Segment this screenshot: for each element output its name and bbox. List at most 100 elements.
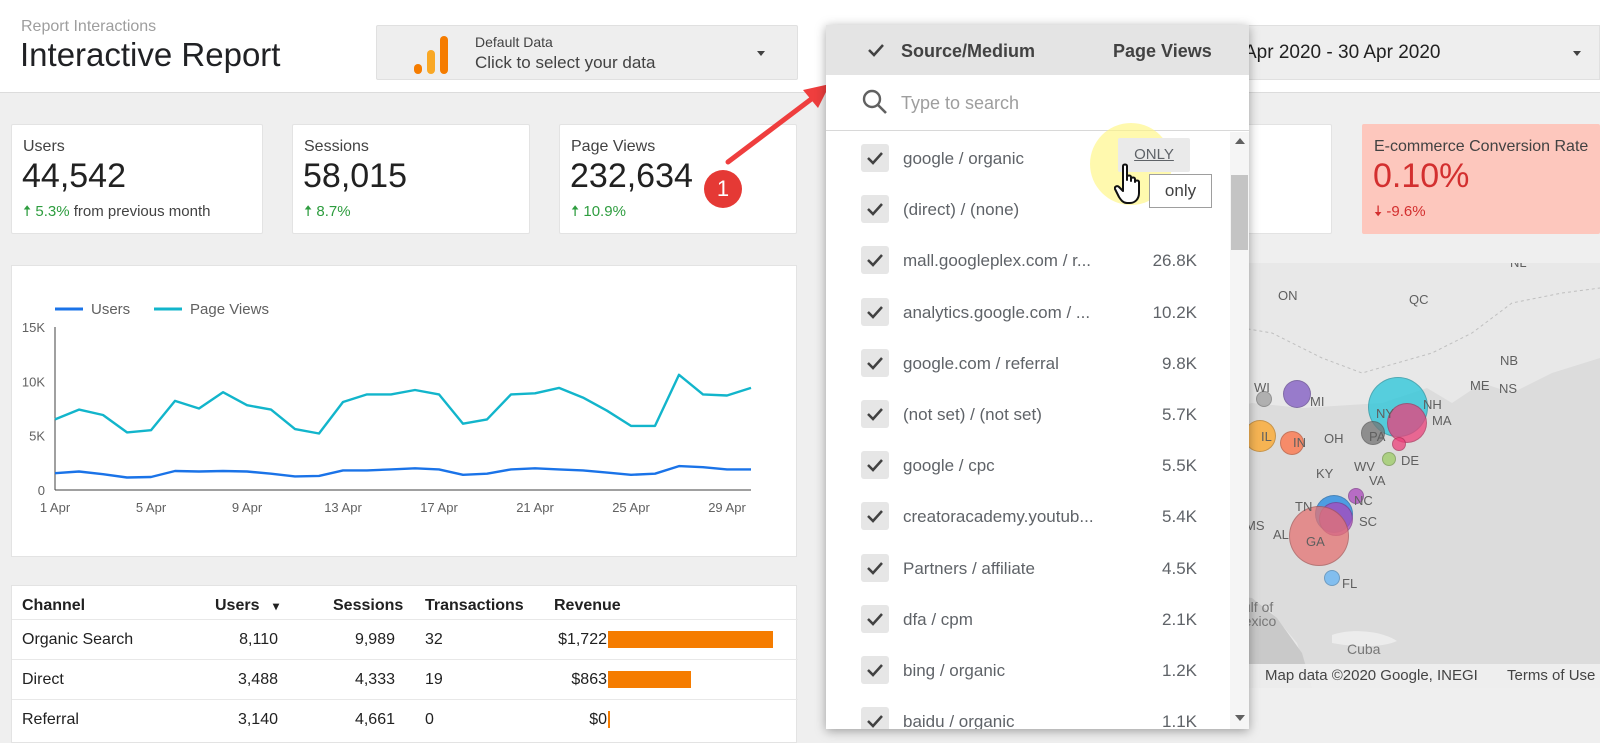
item-value: 9.8K <box>1162 353 1197 373</box>
item-value: 5.5K <box>1162 456 1197 476</box>
map-bubble[interactable] <box>1382 452 1396 466</box>
map-bubble[interactable] <box>1348 488 1364 504</box>
geo-bubble-map[interactable]: NLONQCNBMENSWIMINYNHMAIAILINOHPAWVVADEMO… <box>1212 263 1600 688</box>
map-region-label: WI <box>1254 380 1270 395</box>
x-tick-label: 17 Apr <box>420 500 458 515</box>
only-button[interactable]: ONLY <box>1118 138 1190 172</box>
terms-link[interactable]: Terms of Use <box>1507 667 1596 684</box>
sort-desc-icon[interactable]: ▾ <box>273 599 280 613</box>
date-range-selector[interactable]: Apr 2020 - 30 Apr 2020 <box>1212 25 1600 80</box>
item-checkbox[interactable] <box>861 604 889 633</box>
scrollbar-track[interactable] <box>1230 132 1249 729</box>
col-header-sessions[interactable]: Sessions <box>333 597 404 614</box>
scorecard-label: Users <box>23 138 65 155</box>
table-row[interactable]: Direct 3,488 4,333 19 $863 <box>12 659 798 699</box>
revenue-bar <box>608 671 691 688</box>
dropdown-search <box>826 75 1249 131</box>
item-label: google / cpc <box>903 456 995 476</box>
dropdown-item[interactable]: google.com / referral 9.8K <box>826 337 1230 389</box>
table-row[interactable]: Organic Search 8,110 9,989 32 $1,722 <box>12 619 798 659</box>
item-checkbox[interactable] <box>861 144 889 172</box>
scorecard-value: 44,542 <box>22 157 126 195</box>
item-checkbox[interactable] <box>861 400 889 428</box>
chevron-down-icon[interactable] <box>757 51 765 56</box>
item-checkbox[interactable] <box>861 553 889 582</box>
arrow-up-icon: 🠅 <box>571 203 584 220</box>
scrollbar-thumb[interactable] <box>1231 175 1248 250</box>
dropdown-item[interactable]: Partners / affiliate 4.5K <box>826 542 1230 594</box>
cell-transactions: 32 <box>425 631 443 648</box>
dropdown-item[interactable]: (direct) / (none) <box>826 183 1230 235</box>
select-all-checkbox[interactable] <box>862 36 890 64</box>
item-checkbox[interactable] <box>861 348 889 377</box>
col-header-users[interactable]: Users <box>215 597 260 614</box>
x-tick-label: 5 Apr <box>136 500 167 515</box>
dropdown-item[interactable]: mall.googleplex.com / r... 26.8K <box>826 234 1230 286</box>
series-line-page-views <box>54 373 752 435</box>
dropdown-list: google / organic (direct) / (none) mall.go… <box>826 132 1230 729</box>
col-header-transactions[interactable]: Transactions <box>425 597 524 614</box>
map-region-label: NL <box>1510 263 1527 270</box>
map-bubble[interactable] <box>1256 391 1272 407</box>
map-bubble[interactable] <box>1392 437 1406 451</box>
dropdown-item[interactable]: google / cpc 5.5K <box>826 439 1230 491</box>
item-value: 26.8K <box>1152 251 1197 271</box>
dropdown-item[interactable]: google / organic <box>826 132 1230 184</box>
check-icon <box>867 203 883 217</box>
chevron-down-icon[interactable] <box>1573 51 1581 56</box>
map-bubble[interactable] <box>1244 420 1276 452</box>
search-icon <box>862 89 887 114</box>
check-icon <box>867 612 883 626</box>
only-tooltip: only <box>1149 174 1212 208</box>
item-checkbox[interactable] <box>861 297 889 326</box>
source-medium-filter-dropdown[interactable]: Source/Medium Page Views google / organi… <box>826 25 1249 729</box>
data-source-hint: Click to select your data <box>475 53 656 72</box>
dropdown-item[interactable]: dfa / cpm 2.1K <box>826 593 1230 645</box>
col-header-channel[interactable]: Channel <box>22 597 86 614</box>
scroll-down-icon[interactable] <box>1235 715 1245 721</box>
check-icon <box>867 356 883 370</box>
map-region-label: NS <box>1499 381 1518 396</box>
item-label: baidu / organic <box>903 712 1015 729</box>
table-row[interactable]: Referral 3,140 4,661 0 $0 <box>12 699 798 739</box>
map-canvas <box>1212 263 1600 688</box>
search-input[interactable] <box>901 89 1201 117</box>
scorecard-value: 232,634 <box>570 157 693 195</box>
y-tick-label: 5K <box>29 429 45 444</box>
dropdown-item[interactable]: baidu / organic 1.1K <box>826 695 1230 729</box>
map-bubble[interactable] <box>1280 431 1304 455</box>
item-checkbox[interactable] <box>861 451 889 480</box>
item-checkbox[interactable] <box>861 502 889 531</box>
map-bubble[interactable] <box>1289 506 1349 566</box>
dropdown-item[interactable]: creatoracademy.youtub... 5.4K <box>826 490 1230 542</box>
data-source-selector[interactable]: Default Data Click to select your data <box>376 25 798 80</box>
dimension-header: Source/Medium <box>901 41 1036 61</box>
col-header-revenue[interactable]: Revenue <box>554 597 621 614</box>
item-label: analytics.google.com / ... <box>903 302 1091 322</box>
map-bubble[interactable] <box>1324 570 1340 586</box>
dropdown-item[interactable]: (not set) / (not set) 5.7K <box>826 388 1230 440</box>
map-bubble[interactable] <box>1387 403 1427 443</box>
item-checkbox[interactable] <box>861 656 889 684</box>
scroll-up-icon[interactable] <box>1235 138 1245 144</box>
x-tick-label: 25 Apr <box>612 500 650 515</box>
scorecard-value: 0.10% <box>1373 157 1470 195</box>
map-bubble[interactable] <box>1361 421 1385 445</box>
item-checkbox[interactable] <box>861 707 889 729</box>
scorecard-delta: 🠅 5.3% from previous month <box>23 203 211 220</box>
map-region-label: NH <box>1423 397 1442 412</box>
dropdown-item[interactable]: analytics.google.com / ... 10.2K <box>826 286 1230 338</box>
dropdown-item[interactable]: bing / organic 1.2K <box>826 644 1230 696</box>
scorecard-conversion-rate: E-commerce Conversion Rate 0.10% 🠇 -9.6% <box>1362 124 1600 234</box>
map-bubble[interactable] <box>1283 380 1311 408</box>
map-region-label: WV <box>1354 459 1375 474</box>
y-tick-label: 0 <box>38 483 45 498</box>
x-tick-label: 13 Apr <box>324 500 362 515</box>
x-tick-label: 21 Apr <box>516 500 554 515</box>
item-checkbox[interactable] <box>861 195 889 224</box>
check-icon <box>867 561 883 575</box>
item-checkbox[interactable] <box>861 246 889 275</box>
scorecard-label: Page Views <box>571 138 656 155</box>
map-region-label: NY <box>1376 406 1395 421</box>
table-header: Channel Users ▾ Sessions Transactions Re… <box>12 586 798 626</box>
